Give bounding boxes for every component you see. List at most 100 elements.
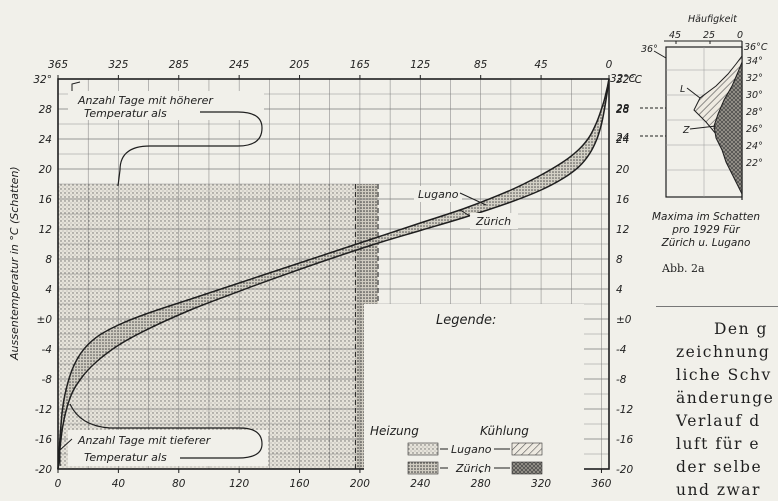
bottom-tick-label: 0 bbox=[55, 478, 62, 490]
y-axis-label: Aussentemperatur in °C (Schatten) bbox=[8, 166, 21, 361]
bottom-tick-label: 80 bbox=[172, 478, 186, 490]
frequency-inset-chart: Häufigkeit 45 25 0 L Z 36° 32°C 28 24 36… bbox=[610, 14, 768, 200]
top-axis-ticks: 365 325 285 245 205 165 125 85 45 0 bbox=[48, 59, 613, 79]
legend-swatch-kuehlung-lugano bbox=[511, 442, 543, 456]
body-line-4: änderunge bbox=[676, 389, 775, 407]
left-tick-label: -8 bbox=[42, 374, 53, 386]
inset-y-tick-24: 24 bbox=[616, 132, 629, 144]
bottom-tick-label: 40 bbox=[112, 478, 126, 490]
body-line-8: und zwar bbox=[676, 481, 761, 499]
body-line-5: Verlauf d bbox=[676, 412, 761, 430]
heating-region-lugano bbox=[58, 184, 356, 469]
top-tick-label: 125 bbox=[410, 59, 430, 71]
left-tick-label: 8 bbox=[45, 254, 52, 266]
bottom-tick-label: 360 bbox=[591, 478, 611, 490]
legend-kuehlung: Kühlung bbox=[480, 424, 529, 438]
legend-row-lugano: Lugano bbox=[451, 443, 492, 456]
series-line-zurich bbox=[57, 78, 610, 470]
right-tick-label: 16 bbox=[616, 194, 630, 206]
top-tick-label: 285 bbox=[169, 59, 189, 71]
right-tick-label: -16 bbox=[616, 434, 633, 446]
inset-right-tick-24: 24° bbox=[746, 141, 763, 152]
bottom-tick-label: 160 bbox=[290, 478, 310, 490]
legend-swatch-heizung-lugano bbox=[407, 442, 439, 456]
legend-swatch-kuehlung-zurich bbox=[511, 461, 543, 475]
right-axis-ticks: 32°C 28 24 20 16 12 8 4 ±0 -4 -8 -12 -16 -20 bbox=[616, 74, 643, 476]
left-tick-label: 24 bbox=[39, 134, 52, 146]
left-tick-label: -4 bbox=[42, 344, 52, 356]
right-tick-label: 8 bbox=[616, 254, 623, 266]
inset-area-zurich bbox=[713, 61, 743, 195]
bottom-tick-label: 200 bbox=[350, 478, 370, 490]
body-line-2: zeichnung bbox=[676, 343, 771, 361]
top-tick-label: 85 bbox=[474, 59, 488, 71]
top-tick-label: 45 bbox=[534, 59, 548, 71]
figure-caption: Abb. 2a bbox=[662, 262, 705, 275]
body-line-1: Den g bbox=[714, 320, 768, 338]
inset-label-z: Z bbox=[682, 125, 690, 136]
inset-caption-line1: Maxima im Schatten bbox=[652, 211, 760, 223]
inset-right-tick-36: 36°C bbox=[744, 42, 768, 53]
body-line-7: der selbe bbox=[676, 458, 763, 476]
inset-y-tick-32: 32°C bbox=[610, 73, 637, 85]
bottom-tick-label: 320 bbox=[531, 478, 551, 490]
right-tick-label: -4 bbox=[616, 344, 626, 356]
inset-right-tick-22: 22° bbox=[746, 158, 763, 169]
top-tick-label: 365 bbox=[48, 59, 68, 71]
divider bbox=[656, 306, 778, 307]
annotation-top: Anzahl Tage mit höherer Temperatur als bbox=[68, 81, 264, 187]
inset-y-tick-36: 36° bbox=[641, 44, 658, 55]
top-tick-label: 325 bbox=[108, 59, 128, 71]
left-tick-label: 12 bbox=[39, 224, 53, 236]
inset-caption: Maxima im Schatten pro 1929 Für Zürich u… bbox=[636, 211, 776, 250]
top-tick-label: 0 bbox=[606, 59, 613, 71]
left-axis-ticks: 32° 28 24 20 16 12 8 4 ±0 -4 -8 -12 -16 -20 bbox=[33, 74, 52, 476]
bottom-axis-ticks: 0 40 80 120 160 200 240 280 320 360 bbox=[55, 469, 612, 490]
inset-x-tick-25: 25 bbox=[703, 30, 715, 41]
right-tick-label: 28 bbox=[616, 104, 630, 116]
main-chart: 365 325 285 245 205 165 125 85 45 0 0 40 80 120 160 20… bbox=[8, 59, 643, 490]
right-tick-label: 32°C bbox=[616, 74, 643, 86]
left-tick-label: 28 bbox=[39, 104, 53, 116]
legend: Legende: Heizung Kühlung Lugano Zürich bbox=[364, 304, 584, 475]
legend-swatch-heizung-zurich bbox=[407, 461, 439, 475]
inset-right-tick-26: 26° bbox=[746, 124, 763, 135]
inset-label-l: L bbox=[680, 84, 685, 95]
right-tick-label: 24 bbox=[616, 134, 629, 146]
inset-title: Häufigkeit bbox=[688, 14, 738, 25]
right-tick-label: ±0 bbox=[616, 314, 632, 326]
legend-row-zurich: Zürich bbox=[455, 462, 491, 475]
legend-title: Legende: bbox=[436, 313, 496, 328]
annotation-top-line1: Anzahl Tage mit höherer bbox=[77, 94, 214, 107]
body-line-3: liche Schv bbox=[676, 366, 772, 384]
plot-frame bbox=[57, 78, 610, 470]
right-tick-label: -8 bbox=[616, 374, 627, 386]
inset-right-tick-28: 28° bbox=[746, 107, 763, 118]
inset-caption-line2: pro 1929 Für bbox=[672, 224, 740, 236]
inset-y-tick-28: 28 bbox=[616, 103, 630, 115]
bottom-tick-label: 120 bbox=[229, 478, 249, 490]
annotation-bottom-line2: Temperatur als bbox=[84, 451, 167, 464]
top-tick-label: 245 bbox=[229, 59, 249, 71]
left-tick-label: 16 bbox=[39, 194, 53, 206]
inset-right-tick-32: 32° bbox=[746, 73, 763, 84]
series-label-zurich: Zürich bbox=[475, 215, 511, 228]
annotation-bottom: Anzahl Tage mit tieferer Temperatur als bbox=[59, 403, 268, 466]
series-line-lugano bbox=[57, 78, 610, 470]
right-tick-label: -12 bbox=[616, 404, 633, 416]
annotation-top-line2: Temperatur als bbox=[84, 107, 167, 120]
top-tick-label: 165 bbox=[350, 59, 370, 71]
annotation-bottom-line1: Anzahl Tage mit tieferer bbox=[77, 434, 212, 447]
inset-caption-line3: Zürich u. Lugano bbox=[661, 237, 751, 249]
inset-right-tick-34: 34° bbox=[746, 56, 763, 67]
right-tick-label: 12 bbox=[616, 224, 630, 236]
left-tick-label: -20 bbox=[35, 464, 52, 476]
left-tick-label: -12 bbox=[35, 404, 52, 416]
left-tick-label: ±0 bbox=[37, 314, 53, 326]
right-tick-label: 20 bbox=[616, 164, 630, 176]
bottom-tick-label: 280 bbox=[471, 478, 491, 490]
top-tick-label: 205 bbox=[290, 59, 310, 71]
inset-x-tick-0: 0 bbox=[737, 30, 743, 41]
right-tick-label: 4 bbox=[616, 284, 623, 296]
